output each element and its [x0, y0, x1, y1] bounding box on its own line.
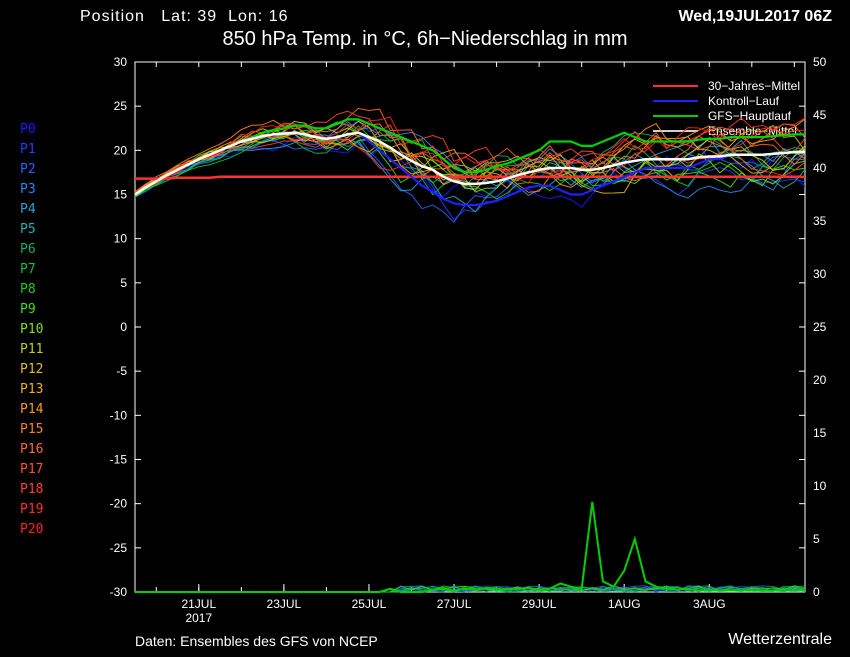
svg-text:50: 50: [813, 55, 827, 69]
svg-text:27JUL: 27JUL: [437, 597, 472, 611]
svg-text:1AUG: 1AUG: [608, 597, 641, 611]
svg-text:25JUL: 25JUL: [352, 597, 387, 611]
svg-text:20: 20: [813, 373, 827, 387]
svg-text:-10: -10: [110, 408, 128, 422]
svg-text:15: 15: [114, 188, 128, 202]
svg-text:5: 5: [120, 276, 127, 290]
svg-text:23JUL: 23JUL: [267, 597, 302, 611]
svg-text:3AUG: 3AUG: [693, 597, 726, 611]
ensemble-chart: -30 -25 -20 -15 -10 -5 0 5 10 15 20 25 30 0 5 10 15 20 25 3…: [0, 0, 850, 657]
svg-text:-15: -15: [110, 453, 128, 467]
svg-text:-20: -20: [110, 497, 128, 511]
svg-text:10: 10: [114, 232, 128, 246]
svg-text:25: 25: [813, 320, 827, 334]
svg-text:30: 30: [813, 267, 827, 281]
svg-text:-25: -25: [110, 541, 128, 555]
svg-text:0: 0: [813, 585, 820, 599]
svg-text:29JUL: 29JUL: [522, 597, 557, 611]
svg-text:25: 25: [114, 99, 128, 113]
svg-text:5: 5: [813, 532, 820, 546]
svg-text:35: 35: [813, 214, 827, 228]
svg-text:40: 40: [813, 161, 827, 175]
svg-text:0: 0: [120, 320, 127, 334]
svg-text:-30: -30: [110, 585, 128, 599]
svg-text:21JUL: 21JUL: [181, 597, 216, 611]
svg-text:45: 45: [813, 108, 827, 122]
svg-text:15: 15: [813, 426, 827, 440]
svg-text:-5: -5: [116, 364, 127, 378]
svg-text:30: 30: [114, 55, 128, 69]
svg-text:20: 20: [114, 143, 128, 157]
svg-text:2017: 2017: [185, 611, 212, 625]
svg-text:10: 10: [813, 479, 827, 493]
